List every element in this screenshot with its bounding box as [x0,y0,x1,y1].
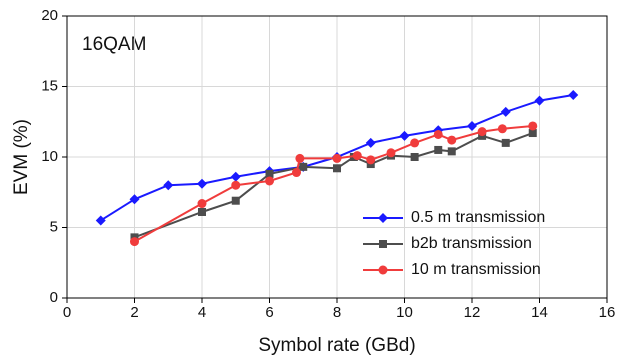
x-tick-label: 10 [396,304,413,321]
series-line [134,124,533,243]
data-point [265,169,274,178]
data-point [299,162,308,171]
data-point [197,178,207,189]
plot-frame [66,15,608,299]
data-point [528,121,538,131]
data-point [198,207,206,216]
data-point [231,180,241,190]
x-tick-label: 8 [333,304,341,321]
y-axis-label: EVM (%) [11,119,32,195]
legend-marker [379,240,387,248]
data-point [95,215,106,226]
y-tick-label: 20 [41,7,58,24]
data-point [410,153,419,161]
y-tick-label: 15 [41,77,58,94]
data-point [332,153,342,163]
x-axis-label: Symbol rate (GBd) [258,335,415,356]
data-point [500,106,511,117]
x-tick-label: 12 [464,304,481,321]
data-point [295,153,305,163]
x-tick-label: 16 [599,304,616,321]
data-point [477,127,487,137]
data-point [130,237,139,247]
legend-label: b2b transmission [411,235,532,252]
data-point [231,196,240,205]
x-tick-label: 2 [130,304,138,321]
data-point [497,124,507,134]
y-tick-label: 10 [41,148,58,165]
data-point [197,199,207,209]
annotation: 16QAM [82,34,146,55]
data-point [399,130,410,141]
x-tick-label: 0 [63,304,71,321]
data-point [365,137,376,148]
x-tick-label: 4 [198,304,206,321]
y-tick-label: 0 [50,289,58,306]
data-point [467,120,477,131]
data-point [366,155,376,165]
data-point [568,89,579,100]
data-point [410,138,420,148]
data-point [447,135,457,145]
data-point [534,95,545,106]
legend-marker [378,265,388,275]
legend-label: 10 m transmission [411,261,541,278]
data-point [230,171,241,182]
legend-label: 0.5 m transmission [411,209,545,226]
data-point [501,138,510,147]
data-point [129,194,140,205]
data-point [528,129,537,138]
data-point [434,145,443,154]
data-point [433,129,443,139]
x-tick-label: 14 [531,304,548,321]
x-tick-label: 6 [265,304,273,321]
data-point [352,151,362,161]
data-point [292,168,301,178]
data-point [447,147,456,156]
data-point [386,148,396,158]
data-point [333,164,341,173]
legend-marker [378,213,388,223]
y-tick-label: 5 [50,218,58,235]
data-point [265,176,274,186]
data-point [163,180,174,191]
